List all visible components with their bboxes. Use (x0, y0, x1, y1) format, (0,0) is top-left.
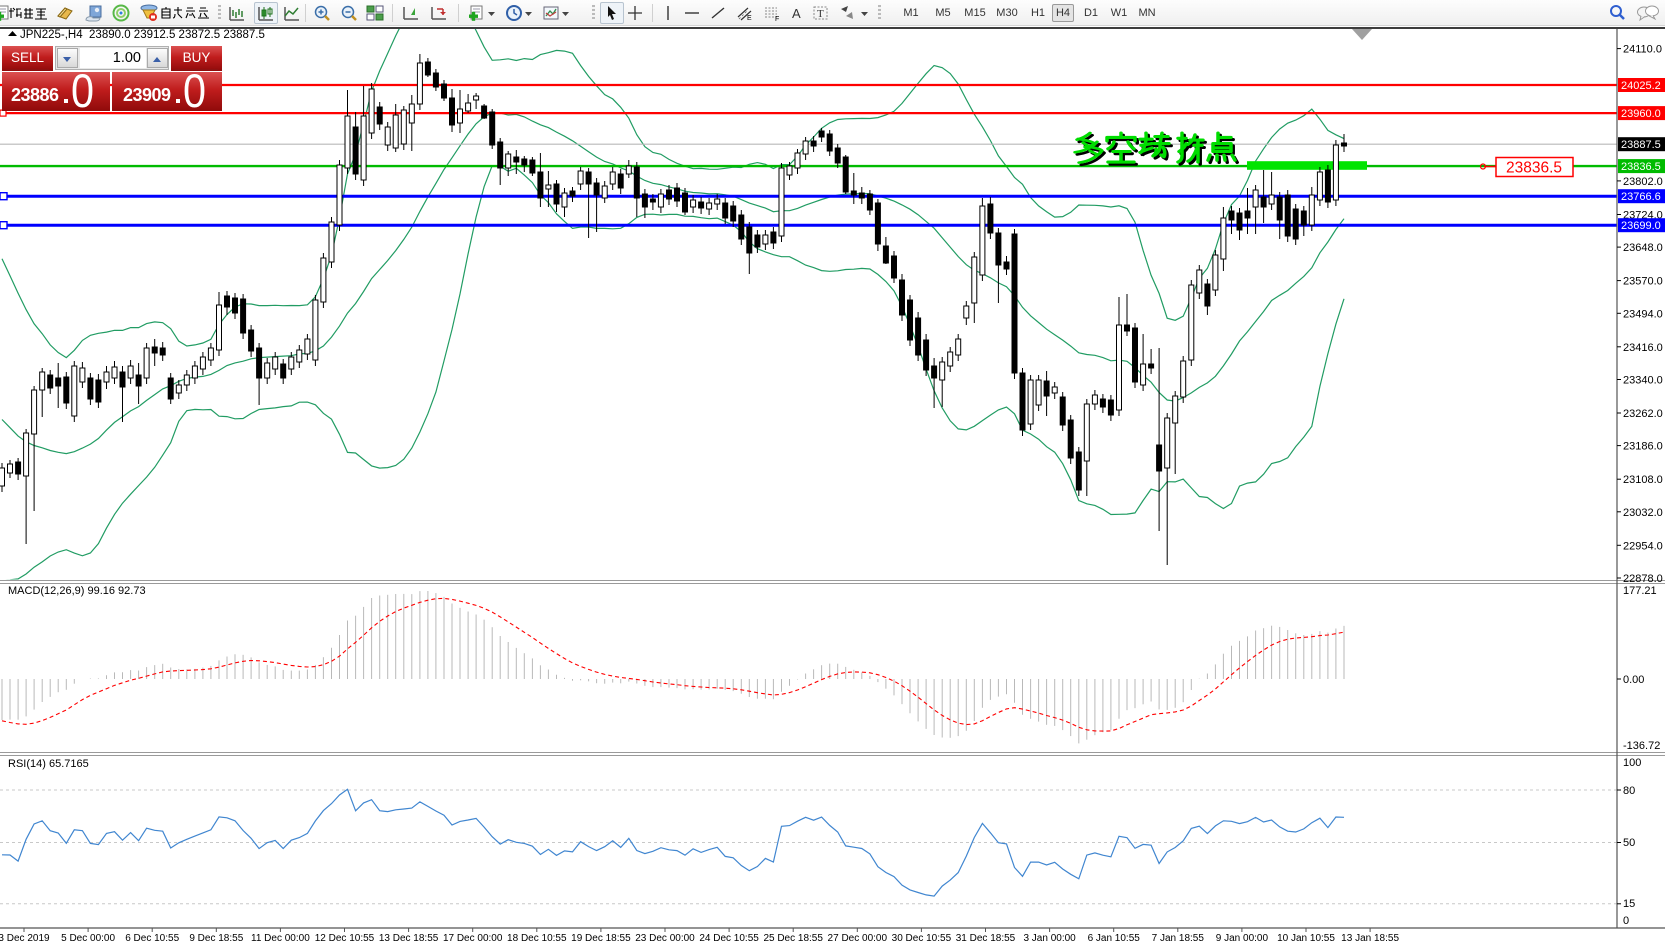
svg-text:MACD(12,26,9) 99.16 92.73: MACD(12,26,9) 99.16 92.73 (8, 585, 146, 597)
svg-text:23416.0: 23416.0 (1623, 342, 1663, 354)
svg-text:23 Dec 00:00: 23 Dec 00:00 (635, 933, 695, 943)
svg-text:12 Dec 10:55: 12 Dec 10:55 (315, 933, 375, 943)
svg-text:23648.0: 23648.0 (1623, 242, 1663, 254)
svg-text:23032.0: 23032.0 (1623, 507, 1663, 519)
svg-text:F: F (775, 16, 779, 22)
svg-text:17 Dec 00:00: 17 Dec 00:00 (443, 933, 503, 943)
svg-text:19 Dec 18:55: 19 Dec 18:55 (571, 933, 631, 943)
svg-text:23108.0: 23108.0 (1623, 474, 1663, 486)
svg-text:24110.0: 24110.0 (1623, 44, 1662, 56)
svg-text:24 Dec 10:55: 24 Dec 10:55 (699, 933, 759, 943)
svg-text:0: 0 (1623, 915, 1629, 927)
svg-text:7 Jan 18:55: 7 Jan 18:55 (1152, 933, 1205, 943)
svg-text:50: 50 (1623, 837, 1635, 849)
svg-text:23699.0: 23699.0 (1621, 220, 1661, 232)
svg-text:3 Dec 2019: 3 Dec 2019 (0, 933, 50, 943)
svg-text:JPN225-,H4 23890.0 23912.5 23: JPN225-,H4 23890.0 23912.5 23872.5 23887… (20, 29, 265, 41)
svg-text:6 Dec 10:55: 6 Dec 10:55 (125, 933, 179, 943)
svg-text:T: T (817, 8, 824, 20)
svg-text:23766.6: 23766.6 (1621, 191, 1661, 203)
svg-text:13 Jan 18:55: 13 Jan 18:55 (1341, 933, 1399, 943)
svg-text:9 Jan 00:00: 9 Jan 00:00 (1216, 933, 1269, 943)
svg-text:23494.0: 23494.0 (1623, 308, 1663, 320)
svg-text:25 Dec 18:55: 25 Dec 18:55 (763, 933, 823, 943)
svg-text:23340.0: 23340.0 (1623, 375, 1663, 387)
svg-text:0.00: 0.00 (1623, 674, 1644, 686)
svg-text:RSI(14) 65.7165: RSI(14) 65.7165 (8, 758, 89, 770)
svg-text:23570.0: 23570.0 (1623, 276, 1663, 288)
svg-text:31 Dec 18:55: 31 Dec 18:55 (956, 933, 1016, 943)
svg-text:23960.0: 23960.0 (1621, 108, 1661, 120)
svg-text:30 Dec 10:55: 30 Dec 10:55 (892, 933, 952, 943)
svg-text:177.21: 177.21 (1623, 585, 1657, 597)
svg-text:23262.0: 23262.0 (1623, 408, 1663, 420)
svg-text:3 Jan 00:00: 3 Jan 00:00 (1023, 933, 1076, 943)
svg-text:22878.0: 22878.0 (1623, 573, 1663, 585)
svg-text:23802.0: 23802.0 (1623, 176, 1663, 188)
svg-text:100: 100 (1623, 757, 1641, 769)
svg-text:13 Dec 18:55: 13 Dec 18:55 (379, 933, 439, 943)
svg-text:80: 80 (1623, 785, 1635, 797)
svg-text:23186.0: 23186.0 (1623, 441, 1663, 453)
svg-text:23836.5: 23836.5 (1506, 160, 1562, 177)
svg-text:23836.5: 23836.5 (1621, 161, 1661, 173)
svg-text:23887.5: 23887.5 (1621, 139, 1661, 151)
svg-text:6 Jan 10:55: 6 Jan 10:55 (1088, 933, 1141, 943)
svg-text:27 Dec 00:00: 27 Dec 00:00 (828, 933, 888, 943)
svg-text:E: E (747, 15, 752, 22)
svg-text:A: A (792, 6, 801, 21)
svg-text:10 Jan 10:55: 10 Jan 10:55 (1277, 933, 1335, 943)
svg-text:5 Dec 00:00: 5 Dec 00:00 (61, 933, 115, 943)
svg-text:22954.0: 22954.0 (1623, 540, 1663, 552)
svg-text:18 Dec 10:55: 18 Dec 10:55 (507, 933, 567, 943)
svg-text:15: 15 (1623, 898, 1635, 910)
svg-text:24025.2: 24025.2 (1621, 80, 1661, 92)
svg-text:-136.72: -136.72 (1623, 740, 1660, 752)
svg-text:9 Dec 18:55: 9 Dec 18:55 (189, 933, 243, 943)
svg-text:11 Dec 00:00: 11 Dec 00:00 (251, 933, 310, 943)
